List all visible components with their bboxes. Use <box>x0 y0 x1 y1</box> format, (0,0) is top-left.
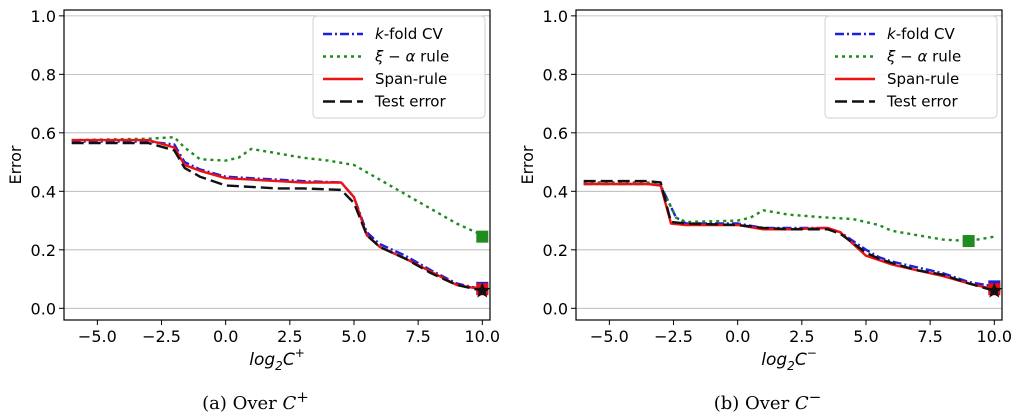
chart-a-ytick-label-2: 0.4 <box>31 182 56 201</box>
chart-b-legend-label-2: Span-rule <box>887 70 959 88</box>
chart-a-legend-label-0: k-fold CV <box>375 25 443 43</box>
chart-b-plot-frame <box>575 9 1003 321</box>
chart-b-legend-box <box>824 15 998 119</box>
chart-b-ytick-label-2: 0.4 <box>543 182 568 201</box>
chart-a-legend-label-3: Test error <box>374 93 446 111</box>
chart-a-xtick-label-6: 10.0 <box>464 327 500 346</box>
chart-a-legend-box <box>312 15 486 119</box>
chart-a-plot-frame <box>63 9 491 321</box>
chart-a-ytick-label-5: 1.0 <box>31 7 56 26</box>
chart-b-xlabel-sup: − <box>807 346 817 360</box>
chart-a-ytick-label-3: 0.6 <box>31 124 56 143</box>
chart-a-xtick-label-0: −5.0 <box>78 327 117 346</box>
chart-a-ytick-label-1: 0.2 <box>31 241 56 260</box>
chart-a-series-line-0 <box>71 140 483 291</box>
chart-a-xtick-label-1: −2.5 <box>142 327 181 346</box>
chart-b-legend-label-0: k-fold CV <box>887 25 955 43</box>
chart-a-ytick-label-4: 0.8 <box>31 65 56 84</box>
chart-a-series-line-1 <box>71 135 483 237</box>
chart-a-series-line-3 <box>71 141 483 292</box>
chart-a-ytick-label-0: 0.0 <box>31 299 56 318</box>
chart-b-legend-label-2-rest: Span-rule <box>887 70 959 88</box>
chart-b-series-line-0 <box>583 182 995 288</box>
chart-b-legend-label-1-rest: rule <box>927 48 961 66</box>
chart-b-legend-label-3: Test error <box>886 93 958 111</box>
chart-a-xtick-label-4: 5.0 <box>341 327 366 346</box>
chart-a-xlabel: log2C+ <box>249 346 305 373</box>
caption-a: (a) Over C+ <box>0 388 511 414</box>
chart-b-xtick-label-2: 0.0 <box>725 327 750 346</box>
chart-b-xtick-label-6: 10.0 <box>976 327 1012 346</box>
chart-a-legend-label-1-italic: ξ − α <box>374 48 415 66</box>
chart-a-legend-label-2-rest: Span-rule <box>375 70 447 88</box>
chart-b-xlabel: log2C− <box>761 346 817 373</box>
caption-a-prefix: (a) Over <box>202 393 283 414</box>
chart-b-xtick-label-4: 5.0 <box>853 327 878 346</box>
chart-b-legend-label-3-rest: Test error <box>886 93 958 111</box>
chart-b-xtick-label-3: 2.5 <box>789 327 814 346</box>
caption-b-symbol: C <box>794 393 809 414</box>
chart-a-ylabel: Error <box>6 145 25 184</box>
chart-b-marker-3 <box>986 282 1003 298</box>
chart-a-xtick-label-5: 7.5 <box>405 327 430 346</box>
chart-a-xtick-label-3: 2.5 <box>277 327 302 346</box>
chart-a-marker-3 <box>474 282 491 298</box>
chart-panel-a: 0.0 0.2 0.4 0.6 0.8 1.0 −5.0 −2.5 0.0 2.5 5.0 7.5 10… <box>0 0 511 418</box>
chart-b-legend-label-1: ξ − α rule <box>886 48 961 66</box>
chart-a-xlabel-sub: 2 <box>275 359 283 373</box>
chart-b-xtick-label-0: −5.0 <box>590 327 629 346</box>
chart-a-xlabel-sup: + <box>295 346 305 360</box>
chart-b-legend-label-1-italic: ξ − α <box>886 48 927 66</box>
chart-b-svg: 0.0 0.2 0.4 0.6 0.8 1.0 −5.0 −2.5 0.0 2.5 5.0 7.5 10… <box>518 7 1012 373</box>
chart-b-legend-label-0-rest: -fold CV <box>896 25 956 43</box>
caption-a-symbol: C <box>282 393 297 414</box>
chart-a-marker-0 <box>476 230 489 243</box>
chart-b-ytick-label-0: 0.0 <box>543 299 568 318</box>
caption-b-sup: − <box>808 388 822 406</box>
chart-a-xlabel-base: log <box>249 350 275 370</box>
chart-a-svg: 0.0 0.2 0.4 0.6 0.8 1.0 −5.0 −2.5 0.0 2.5 5.0 7.5 10… <box>6 7 500 373</box>
chart-b-series-line-3 <box>583 179 995 292</box>
chart-a-legend-label-3-rest: Test error <box>374 93 446 111</box>
chart-b-ytick-label-1: 0.2 <box>543 241 568 260</box>
chart-a-legend-label-2: Span-rule <box>375 70 447 88</box>
chart-a-legend-label-1-rest: rule <box>415 48 449 66</box>
chart-a-legend-label-0-rest: -fold CV <box>384 25 444 43</box>
chart-b-ytick-label-3: 0.6 <box>543 124 568 143</box>
chart-b-series-line-2 <box>583 182 995 291</box>
caption-a-sup: + <box>296 388 309 406</box>
chart-b-ytick-label-5: 1.0 <box>543 7 568 26</box>
chart-b-xlabel-var: C <box>795 350 807 370</box>
chart-a-xlabel-var: C <box>283 350 295 370</box>
chart-a-legend-label-0-italic: k <box>375 25 385 43</box>
chart-panel-b: 0.0 0.2 0.4 0.6 0.8 1.0 −5.0 −2.5 0.0 2.5 5.0 7.5 10… <box>512 0 1023 418</box>
chart-b-marker-0 <box>962 235 975 248</box>
chart-b-xlabel-base: log <box>761 350 787 370</box>
chart-a-legend-label-1: ξ − α rule <box>374 48 449 66</box>
chart-a-xtick-label-2: 0.0 <box>213 327 238 346</box>
chart-b-xtick-label-1: −2.5 <box>654 327 693 346</box>
chart-b-xtick-label-5: 7.5 <box>917 327 942 346</box>
caption-b: (b) Over C− <box>512 388 1023 414</box>
caption-b-prefix: (b) Over <box>713 393 795 414</box>
chart-b-ylabel: Error <box>518 145 537 184</box>
chart-b-xlabel-sub: 2 <box>787 359 795 373</box>
chart-b-legend-label-0-italic: k <box>887 25 897 43</box>
chart-b-ytick-label-4: 0.8 <box>543 65 568 84</box>
